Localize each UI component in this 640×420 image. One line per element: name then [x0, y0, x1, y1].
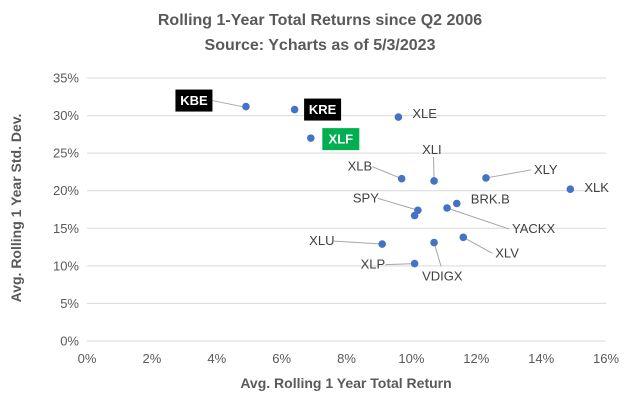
x-tick-label: 14%	[528, 351, 554, 366]
data-point	[459, 233, 468, 242]
x-axis-ticks: 0% 2% 4% 6% 8% 10% 12% 14% 16%	[78, 351, 620, 366]
point-label: XLE	[412, 106, 437, 121]
point-label: XLU	[309, 233, 334, 248]
x-tick-label: 10%	[398, 351, 424, 366]
data-point	[394, 113, 403, 121]
y-tick-label: 15%	[53, 221, 79, 236]
point-label: KBE	[180, 93, 208, 108]
x-tick-label: 12%	[463, 351, 489, 366]
label-leader-line	[432, 156, 435, 181]
point-label: KRE	[309, 102, 337, 117]
point-label: XLI	[422, 142, 442, 157]
y-tick-label: 30%	[53, 108, 79, 123]
y-axis-label: Avg. Rolling 1 Year Std. Dev.	[8, 114, 24, 303]
label-leader-line	[485, 169, 532, 179]
x-tick-label: 16%	[593, 351, 619, 366]
data-point	[397, 174, 406, 183]
data-point	[242, 102, 250, 111]
point-label: XLB	[348, 159, 373, 174]
chart-title: Rolling 1-Year Total Returns since Q2 20…	[158, 12, 482, 29]
y-axis-ticks: 0% 5% 10% 15% 20% 25% 30% 35%	[53, 71, 79, 349]
data-point	[430, 238, 438, 247]
chart-subtitle: Source: Ycharts as of 5/3/2023	[205, 37, 436, 54]
label-leader-line	[372, 166, 402, 180]
data-point	[430, 177, 438, 185]
point-label: XLY	[534, 162, 558, 177]
y-tick-label: 5%	[60, 296, 79, 311]
y-tick-label: 10%	[53, 258, 79, 273]
label-leader-line	[377, 197, 419, 211]
label-leader-line	[463, 236, 493, 254]
data-point	[482, 174, 490, 182]
data-point	[307, 134, 315, 142]
data-points	[242, 102, 575, 268]
x-tick-label: 0%	[78, 351, 97, 366]
y-tick-label: 25%	[53, 146, 79, 161]
y-tick-label: 0%	[60, 334, 79, 349]
x-tick-label: 6%	[272, 351, 291, 366]
point-label: XLV	[495, 245, 519, 260]
x-axis-label: Avg. Rolling 1 Year Total Return	[240, 375, 451, 391]
data-point	[290, 105, 299, 114]
data-point	[443, 204, 451, 212]
label-leader-line	[385, 263, 415, 266]
data-point	[452, 199, 461, 208]
label-leader-line	[433, 242, 442, 267]
point-label: VDIGX	[422, 269, 463, 284]
data-point	[410, 211, 419, 220]
gridlines	[87, 77, 606, 342]
point-label: BRK.B	[471, 191, 510, 206]
highlight-label-box	[322, 128, 360, 151]
point-label: YACKX	[512, 221, 555, 236]
label-leader-line	[446, 207, 510, 230]
point-label: XLF	[329, 132, 354, 147]
data-point	[566, 185, 575, 194]
point-label: SPY	[353, 190, 379, 205]
y-tick-label: 35%	[53, 71, 79, 86]
label-leader-line	[333, 240, 383, 245]
data-point	[410, 259, 419, 268]
x-tick-label: 4%	[207, 351, 226, 366]
highlight-label-box	[304, 98, 342, 121]
label-leader-line	[212, 100, 243, 108]
highlight-label-box	[175, 89, 213, 112]
x-tick-label: 2%	[142, 351, 161, 366]
y-tick-label: 20%	[53, 183, 79, 198]
point-label: XLK	[584, 180, 609, 195]
x-tick-label: 8%	[337, 351, 356, 366]
data-point	[378, 240, 386, 248]
point-label: XLP	[361, 257, 386, 272]
label-leaders	[212, 100, 532, 267]
